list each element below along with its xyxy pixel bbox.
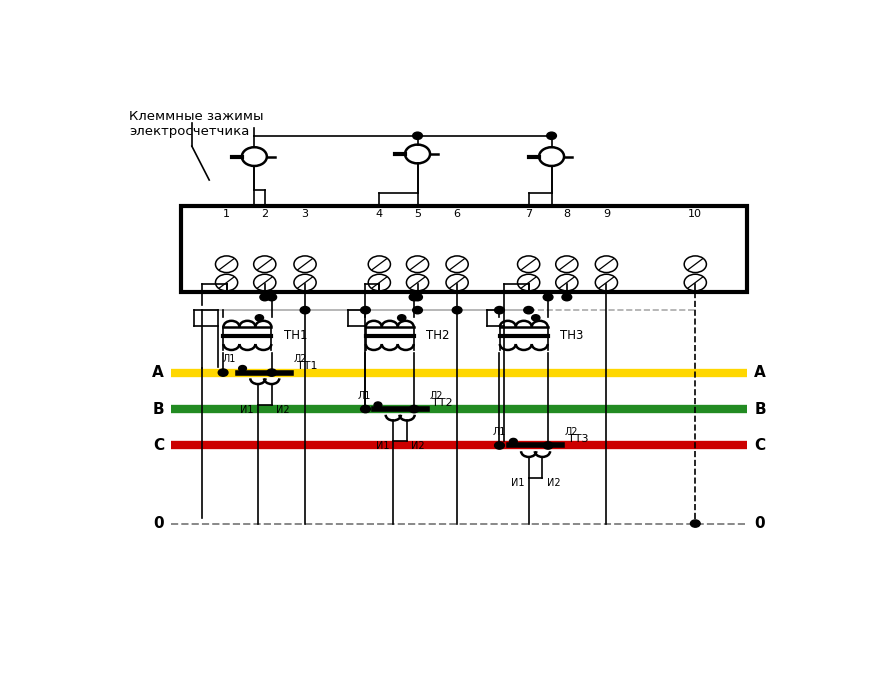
Circle shape [452,306,462,314]
Circle shape [409,406,419,412]
Circle shape [360,406,370,412]
Text: Л2: Л2 [564,427,578,437]
Text: ТТ1: ТТ1 [297,362,317,371]
Circle shape [219,369,228,377]
Circle shape [300,306,310,314]
Circle shape [267,369,277,377]
Bar [181,206,747,292]
Text: 9: 9 [603,209,610,218]
Circle shape [543,442,553,449]
Circle shape [495,442,504,449]
Text: ТТ2: ТТ2 [432,397,452,408]
Text: ТН3: ТН3 [560,329,583,341]
Text: ТТ3: ТТ3 [567,434,588,444]
Text: 3: 3 [302,209,308,218]
Text: И1: И1 [240,405,254,415]
Circle shape [374,402,382,408]
Text: A: A [754,365,766,380]
Text: ТН1: ТН1 [284,329,307,341]
Text: 0: 0 [754,516,765,531]
Text: C: C [153,438,164,453]
Text: 0: 0 [153,516,164,531]
Text: И2: И2 [547,478,560,488]
Text: Л1: Л1 [358,391,371,401]
Circle shape [531,315,540,321]
Text: Л1: Л1 [222,354,236,364]
Text: B: B [152,402,164,416]
Circle shape [524,306,533,314]
Text: Л2: Л2 [294,354,307,364]
Text: ТН2: ТН2 [426,329,450,341]
Circle shape [413,306,422,314]
Circle shape [495,306,504,314]
Circle shape [409,293,419,301]
Text: 6: 6 [453,209,461,218]
Circle shape [413,132,422,139]
Circle shape [267,293,277,301]
Circle shape [398,315,406,321]
Text: B: B [754,402,766,416]
Circle shape [691,520,700,527]
Text: И1: И1 [511,478,524,488]
Circle shape [260,293,270,301]
Circle shape [547,132,556,139]
Circle shape [543,293,553,301]
Text: C: C [754,438,765,453]
Text: Л1: Л1 [493,427,506,437]
Text: 5: 5 [414,209,421,218]
Text: 1: 1 [223,209,230,218]
Text: 7: 7 [525,209,532,218]
Text: Л2: Л2 [429,391,443,401]
Circle shape [413,293,422,301]
Circle shape [510,439,517,444]
Text: 10: 10 [688,209,702,218]
Circle shape [255,315,263,321]
Text: A: A [152,365,164,380]
Text: И2: И2 [276,405,289,415]
Text: 2: 2 [262,209,268,218]
Text: 8: 8 [564,209,571,218]
Text: И2: И2 [411,441,425,452]
Circle shape [238,366,246,371]
Circle shape [562,293,572,301]
Text: Клеммные зажимы
электросчетчика: Клеммные зажимы электросчетчика [129,110,263,138]
Text: И1: И1 [375,441,389,452]
Circle shape [360,306,370,314]
Text: 4: 4 [375,209,383,218]
